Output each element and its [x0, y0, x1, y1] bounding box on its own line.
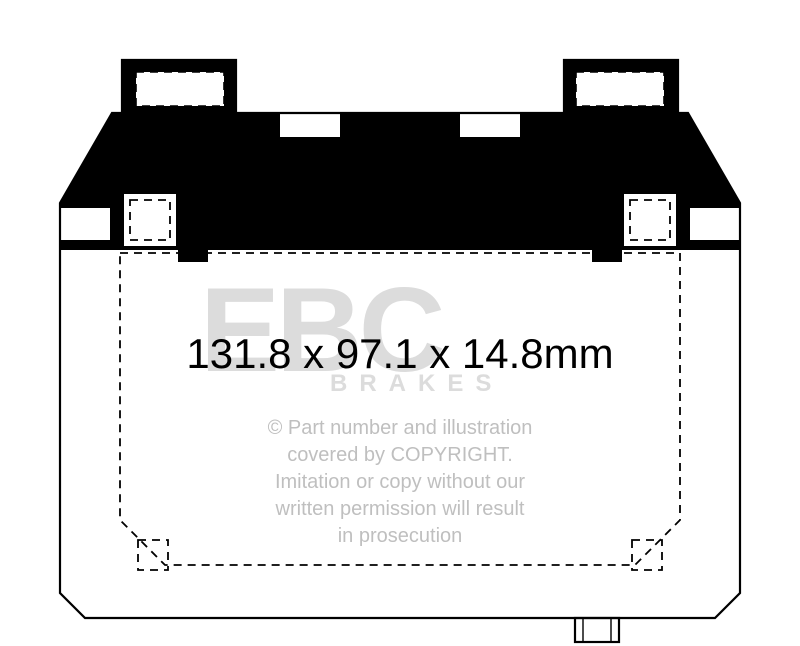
copyright-line: written permission will result	[0, 496, 800, 523]
copyright-line: in prosecution	[0, 523, 800, 550]
copyright-line: © Part number and illustration	[0, 415, 800, 442]
dimensions-text: 131.8 x 97.1 x 14.8mm	[0, 330, 800, 378]
copyright-text: © Part number and illustrationcovered by…	[0, 415, 800, 550]
brake-pad-diagram: EBC BRAKES 131.8 x 97.1 x 14.8mm © Part …	[0, 0, 800, 646]
copyright-line: Imitation or copy without our	[0, 469, 800, 496]
copyright-line: covered by COPYRIGHT.	[0, 442, 800, 469]
